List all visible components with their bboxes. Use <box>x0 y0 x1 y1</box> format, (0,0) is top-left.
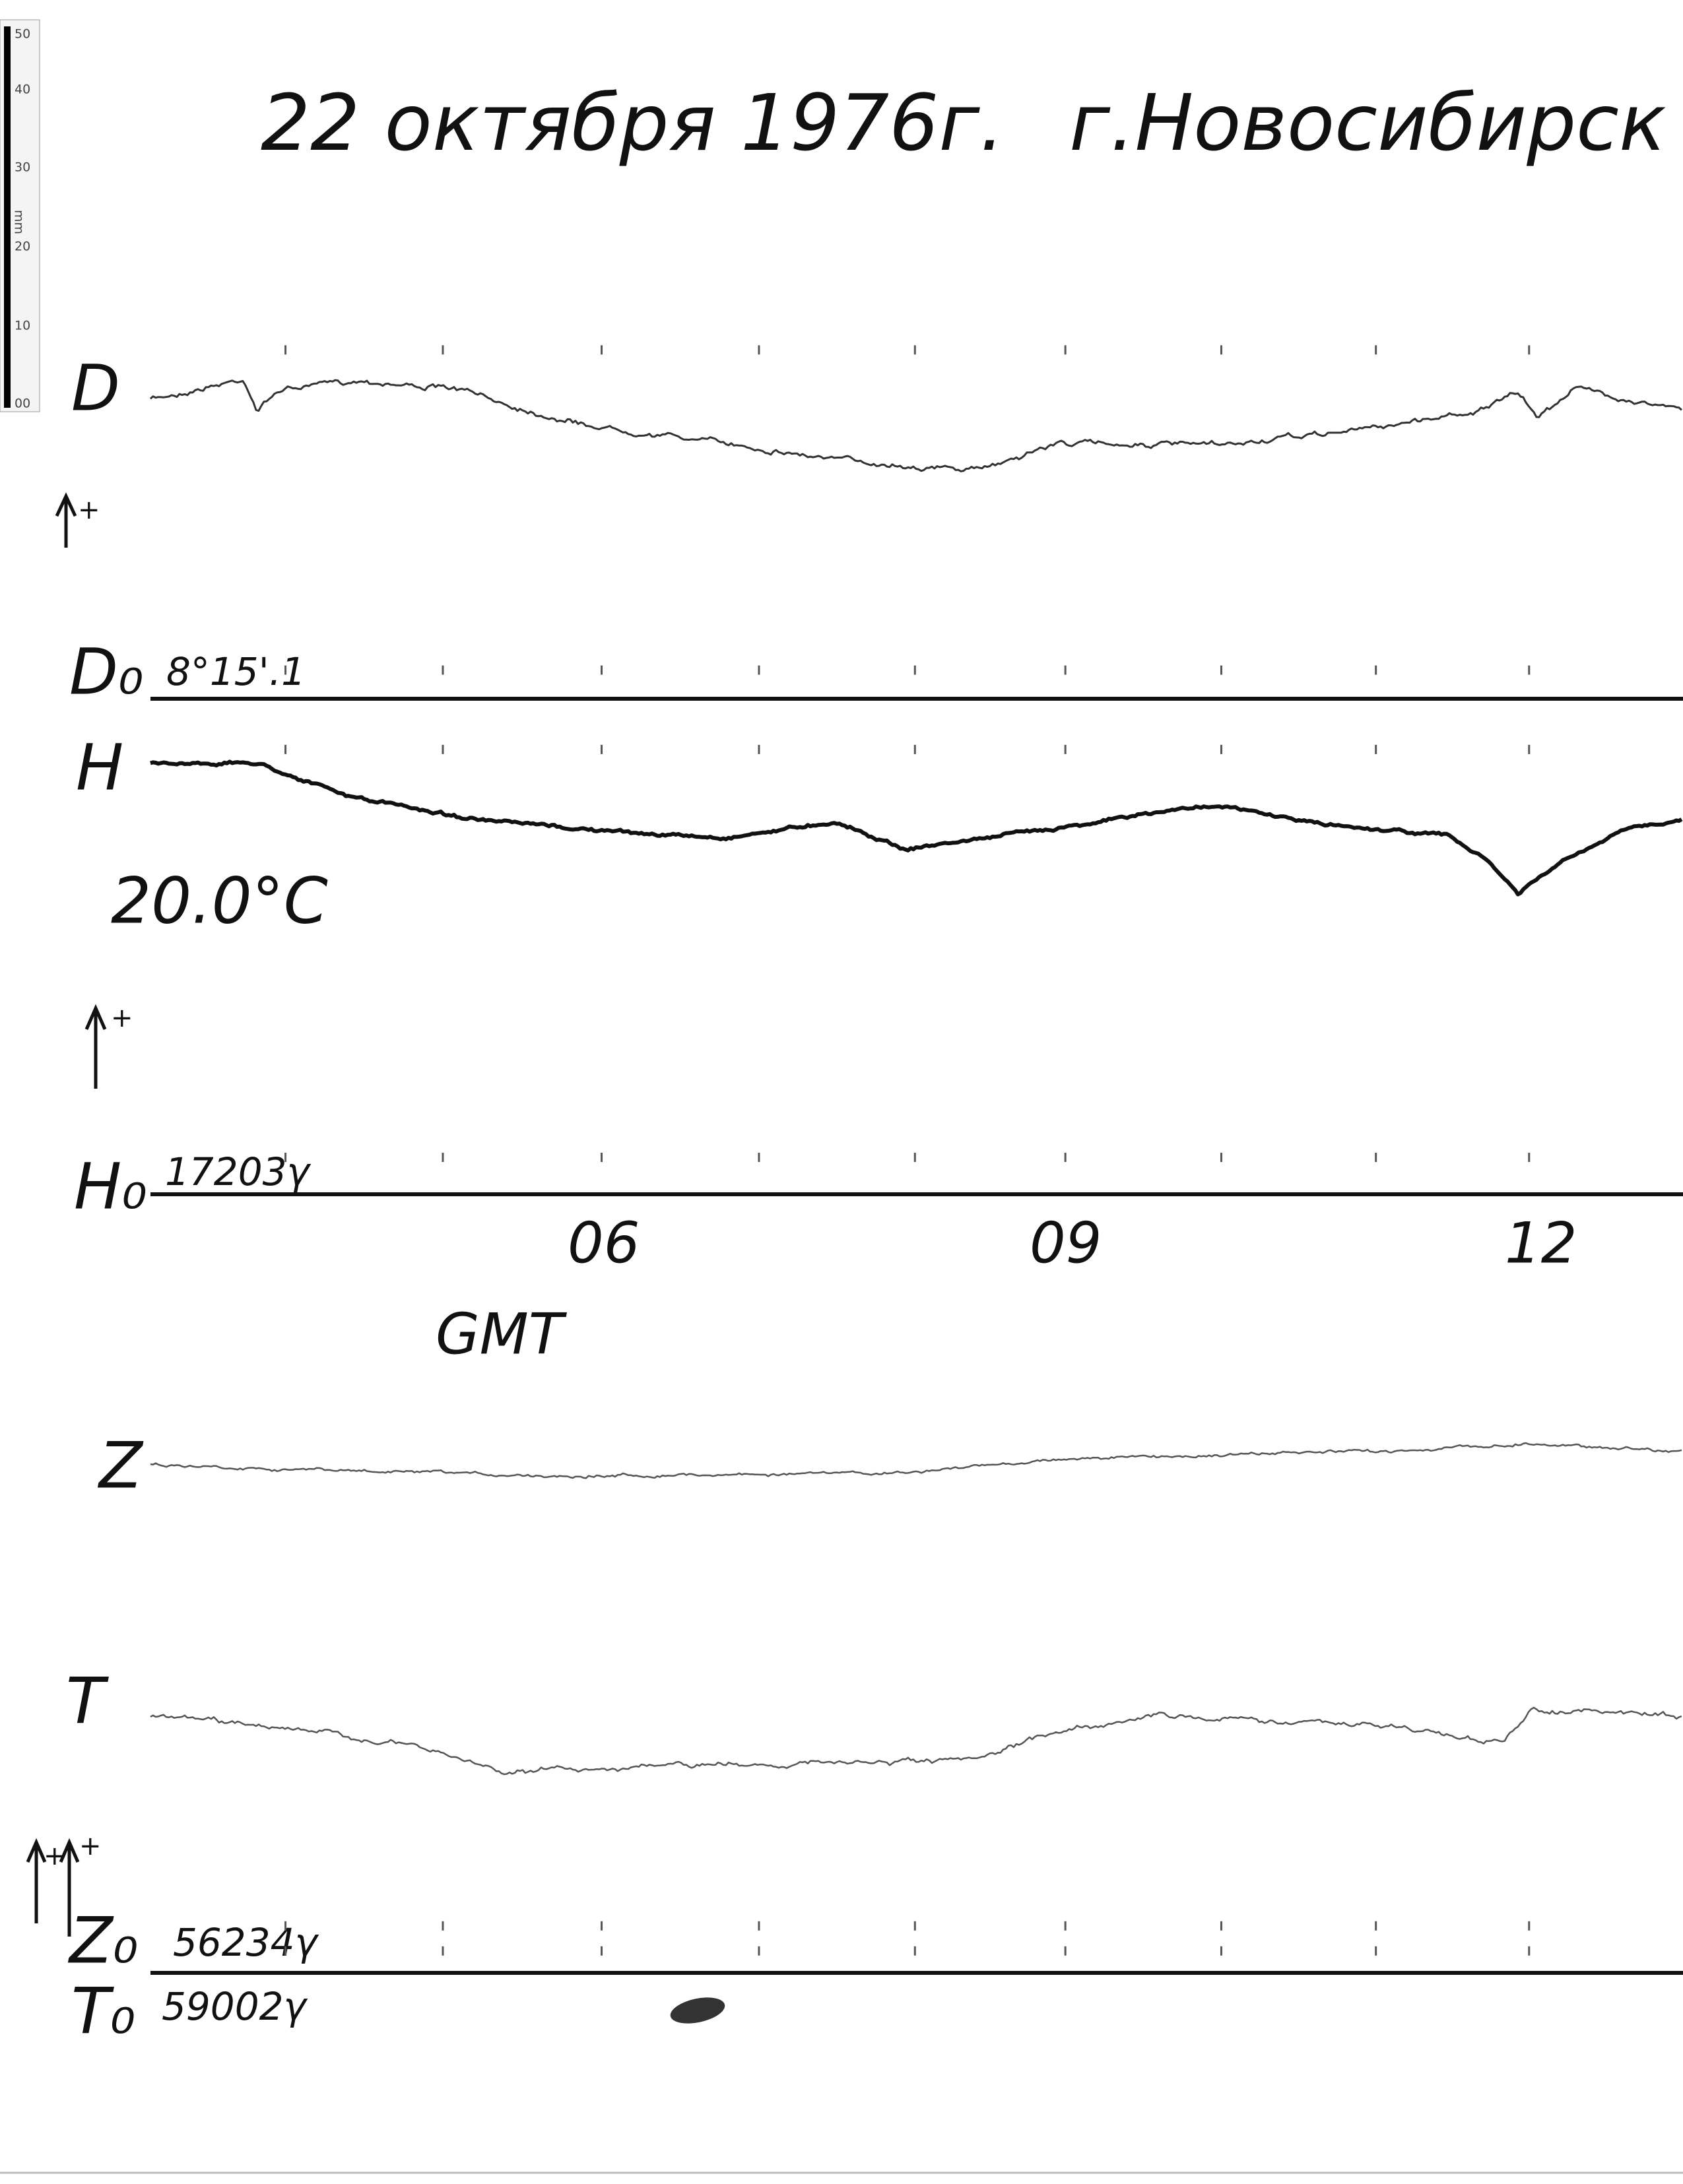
time-tick: 09 <box>1030 1210 1102 1276</box>
arrow-head <box>59 1838 80 1863</box>
trace-label: D <box>71 351 120 425</box>
arrow-head <box>26 1838 47 1863</box>
arrow-head <box>84 1004 107 1031</box>
place: г.Новосибирск (К <box>1069 77 1683 168</box>
ruler-tick: 00 <box>15 397 30 411</box>
sign: + <box>78 495 100 525</box>
baseline-label: H₀ <box>74 1149 147 1223</box>
trace-label: T <box>66 1664 109 1738</box>
ruler-tick: 20 <box>15 240 30 254</box>
ruler-tick: 30 <box>15 160 30 175</box>
ruler-bar <box>4 26 11 408</box>
sign: + <box>111 1003 133 1033</box>
baseline-label: T₀ <box>71 1974 135 2048</box>
time-tick: 12 <box>1505 1210 1577 1276</box>
trace <box>149 379 1682 472</box>
trace <box>150 1442 1682 1479</box>
traces <box>149 345 1683 1956</box>
ruler-tick: 40 <box>15 82 30 97</box>
ruler-tick: 10 <box>15 319 30 333</box>
sign: + <box>79 1831 102 1861</box>
trace <box>150 1706 1682 1776</box>
time-label: GMT <box>436 1301 568 1367</box>
time-tick: 06 <box>568 1210 640 1276</box>
trace-label: Z <box>97 1429 144 1502</box>
baseline-value: 17203γ <box>165 1149 312 1194</box>
temperature: 20.0°C <box>111 864 328 938</box>
baseline-label: Z₀ <box>67 1904 138 1977</box>
baseline-label: D₀ <box>69 635 143 709</box>
trace <box>150 759 1683 897</box>
trace-label: H <box>76 730 123 804</box>
ruler-unit: mm <box>12 210 26 234</box>
arrow-head <box>55 492 77 517</box>
ink-blot <box>670 1997 725 2024</box>
baseline-value: 59002γ <box>162 1984 308 2029</box>
date: 22 октября 1976г. <box>261 77 1005 168</box>
baseline-value: 56234γ <box>173 1920 319 1965</box>
baseline-value: 8°15'.1 <box>166 649 306 694</box>
ruler-tick: 50 <box>15 27 30 42</box>
